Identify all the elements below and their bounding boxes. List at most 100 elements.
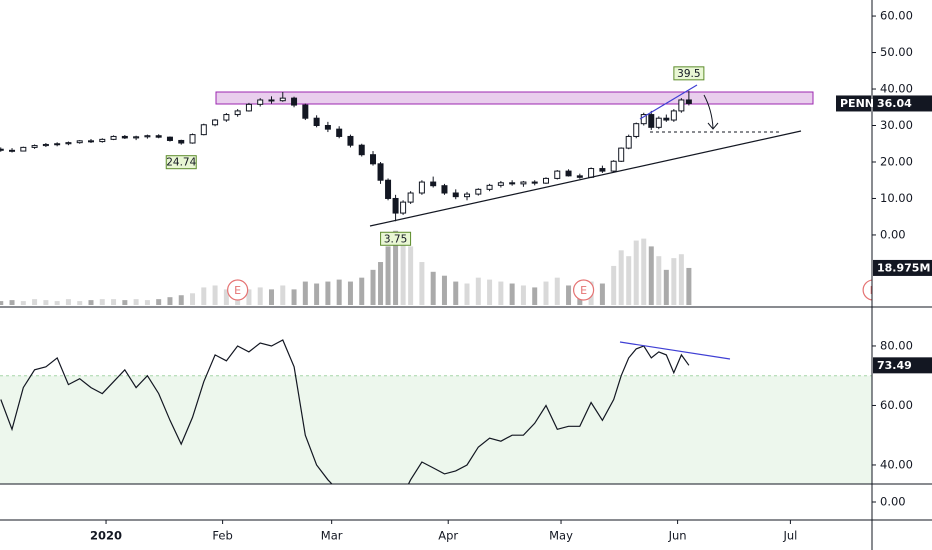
volume-bar bbox=[686, 267, 692, 305]
candle-body bbox=[9, 149, 16, 152]
candle-body bbox=[291, 97, 298, 106]
earnings-marker bbox=[862, 279, 872, 301]
candle-body bbox=[648, 114, 655, 128]
volume-bar bbox=[370, 269, 376, 305]
volume-bar bbox=[280, 285, 286, 305]
last-price-tag: 36.04 bbox=[877, 97, 912, 110]
candle-body bbox=[633, 123, 640, 137]
volume-bar bbox=[201, 287, 207, 305]
candle-body bbox=[42, 143, 49, 147]
candle-body bbox=[678, 99, 685, 112]
rsi-line bbox=[0, 339, 690, 484]
volume-bar bbox=[88, 300, 94, 305]
volume-bar bbox=[641, 238, 647, 305]
candle-body bbox=[234, 110, 241, 116]
volume-bar bbox=[475, 277, 481, 305]
candle-body bbox=[133, 136, 140, 139]
volume-bar bbox=[336, 279, 342, 305]
volume-bar bbox=[99, 299, 105, 305]
price-callout: 3.75 bbox=[384, 233, 407, 245]
candle-body bbox=[166, 136, 173, 141]
x-tick-label: Apr bbox=[438, 529, 458, 543]
candle-body bbox=[347, 135, 354, 146]
volume-bar bbox=[464, 283, 470, 305]
candle-body bbox=[565, 170, 572, 177]
volume-bar bbox=[167, 297, 173, 305]
candle-body bbox=[542, 177, 549, 184]
candle-body bbox=[486, 184, 493, 190]
x-tick-label: Jun bbox=[668, 529, 687, 543]
candle-body bbox=[452, 192, 459, 198]
symbol-tag-box bbox=[836, 95, 871, 112]
candle-body bbox=[144, 135, 151, 138]
rsi-y-tick-label: 80.00 bbox=[880, 338, 913, 352]
candle-body bbox=[441, 185, 448, 194]
labels: 0.00 10.00 20.00 30.00 40.00 50.00 60.00 40.00 6… bbox=[90, 9, 932, 543]
trend-line bbox=[369, 130, 802, 227]
volume-bar bbox=[648, 246, 654, 305]
candle-body bbox=[576, 175, 583, 178]
candle-body bbox=[189, 134, 196, 144]
drawings bbox=[369, 84, 802, 360]
candle-body bbox=[392, 197, 399, 214]
candle-body bbox=[418, 181, 425, 194]
volume-tag-box bbox=[873, 259, 932, 276]
volume-bar bbox=[347, 281, 353, 305]
volume-bar bbox=[543, 281, 549, 305]
volume-bar bbox=[671, 258, 677, 305]
candle-body bbox=[76, 140, 83, 144]
volume-bar bbox=[378, 262, 384, 305]
price-callout: 24.74 bbox=[166, 157, 196, 169]
candle-body bbox=[302, 104, 309, 119]
y-tick-label: 30.00 bbox=[880, 118, 913, 132]
candle-body bbox=[663, 117, 670, 121]
rsi-trend-line bbox=[619, 341, 731, 360]
y-tick-label: 0.00 bbox=[880, 227, 906, 241]
volume-bar bbox=[520, 285, 526, 305]
volume-bar bbox=[633, 240, 639, 305]
candle-body bbox=[400, 201, 407, 214]
volume-bar bbox=[385, 246, 391, 305]
volume-bar bbox=[663, 269, 669, 305]
symbol-tag: PENN bbox=[840, 97, 874, 110]
candle-body bbox=[268, 99, 275, 102]
volume-bar bbox=[178, 295, 184, 305]
volume-bar bbox=[65, 299, 71, 305]
candle-body bbox=[531, 181, 538, 184]
volume-bar bbox=[408, 246, 414, 305]
volume-bar bbox=[0, 301, 4, 305]
volume-bar bbox=[77, 301, 83, 305]
candle-body bbox=[475, 188, 482, 195]
candle-body bbox=[670, 110, 677, 121]
volume-bar bbox=[212, 285, 218, 305]
volume-bar bbox=[532, 287, 538, 305]
candle-body bbox=[121, 135, 128, 139]
earnings-label: E bbox=[870, 284, 877, 297]
rsi-pane bbox=[0, 339, 872, 484]
arrow bbox=[703, 94, 719, 130]
candle-body bbox=[212, 119, 219, 126]
price-callout-box bbox=[165, 155, 197, 170]
volume-bar bbox=[20, 301, 26, 305]
candle-body bbox=[200, 124, 207, 136]
y-tick-label: 60.00 bbox=[880, 9, 913, 23]
volume-bar bbox=[554, 277, 560, 305]
candle-body bbox=[640, 114, 647, 125]
candle-body bbox=[313, 117, 320, 127]
candle-body bbox=[257, 99, 264, 105]
earnings-marker bbox=[227, 279, 249, 301]
volume-bar bbox=[393, 230, 399, 305]
candle-body bbox=[87, 140, 94, 143]
candle-body bbox=[54, 143, 61, 146]
rsi-y-tick-label: 60.00 bbox=[880, 398, 913, 412]
candle-body bbox=[377, 163, 384, 181]
last-price-tag-box bbox=[873, 95, 932, 112]
candle-body bbox=[509, 182, 516, 185]
volume-bar bbox=[111, 299, 117, 305]
volume-bar bbox=[32, 299, 38, 305]
volume-bar bbox=[453, 281, 459, 305]
volume-bar bbox=[156, 299, 162, 305]
x-tick-label: Mar bbox=[321, 529, 343, 543]
